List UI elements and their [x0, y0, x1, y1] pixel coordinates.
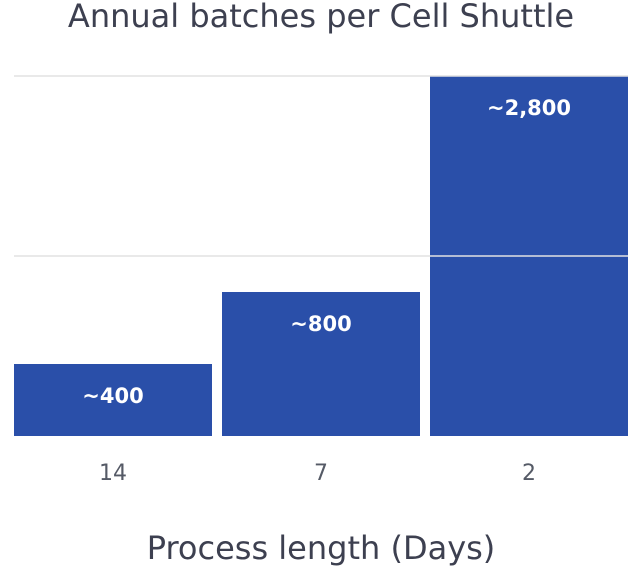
value-label: ~2,800: [487, 96, 571, 120]
bars: [14, 76, 628, 436]
x-tick-label: 7: [314, 461, 328, 486]
value-label: ~800: [290, 312, 351, 336]
x-tick-label: 2: [522, 461, 536, 486]
bar: [430, 76, 628, 436]
value-label: ~400: [82, 384, 143, 408]
x-tick-label: 14: [99, 461, 127, 486]
bar: [14, 364, 212, 436]
bar: [222, 292, 420, 436]
x-axis-label: Process length (Days): [147, 529, 496, 567]
chart-title: Annual batches per Cell Shuttle: [68, 0, 574, 35]
